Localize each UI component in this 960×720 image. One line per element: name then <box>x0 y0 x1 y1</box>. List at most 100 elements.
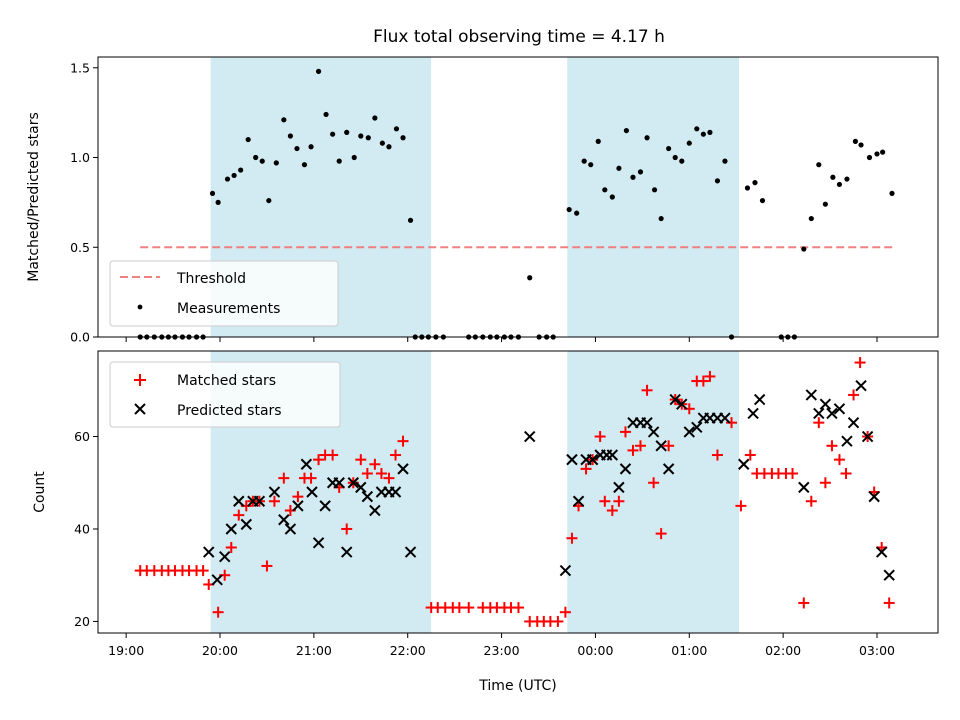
observing-window-shade <box>567 57 740 337</box>
predicted-star-point <box>855 379 867 392</box>
measurement-point <box>365 135 371 141</box>
measurement-point <box>231 172 237 179</box>
predicted-star-point <box>655 440 667 452</box>
predicted-star-point <box>753 393 766 406</box>
predicted-star-point <box>559 564 572 577</box>
matched-star-point <box>313 454 325 466</box>
matched-star-point <box>580 463 592 475</box>
predicted-star-point <box>841 435 853 447</box>
predicted-star-point <box>203 546 215 558</box>
predicted-star-point <box>819 398 832 410</box>
matched-star-point <box>697 375 709 387</box>
measurement-point <box>759 197 766 204</box>
predicted-star-point <box>747 407 759 420</box>
matched-star-point <box>599 495 611 507</box>
matched-star-point <box>341 523 353 535</box>
predicted-star-point <box>826 407 838 420</box>
predicted-star-point <box>805 389 818 401</box>
measurement-point <box>602 187 608 193</box>
measurement-point <box>407 217 414 223</box>
measurement-point <box>238 167 244 173</box>
measurement-point <box>752 180 758 186</box>
predicted-star-point <box>211 574 223 586</box>
matched-star-point <box>606 504 618 516</box>
measurement-point <box>836 181 843 188</box>
measurement-point <box>330 131 336 137</box>
legend-box <box>109 260 339 327</box>
x-tick-label: 23:00 <box>484 643 520 658</box>
x-tick-label: 03:00 <box>859 643 895 658</box>
measurement-point <box>694 126 700 132</box>
matched-star-point <box>840 468 852 480</box>
predicted-star-point <box>572 495 585 507</box>
matched-star-point <box>397 435 409 447</box>
matched-star-point <box>627 444 639 456</box>
predicted-star-point <box>613 481 625 494</box>
measurement-point <box>844 176 850 182</box>
measurement-point <box>637 169 644 175</box>
measurement-point <box>679 158 685 164</box>
measurement-point <box>616 165 622 171</box>
matched-star-point <box>463 602 475 614</box>
predicted-star-point <box>319 500 331 512</box>
matched-star-point <box>648 477 660 489</box>
matched-star-point <box>711 449 723 461</box>
matched-star-point <box>197 565 209 577</box>
predicted-star-point <box>278 514 290 526</box>
predicted-star-point <box>218 551 231 563</box>
measurement-point <box>224 176 231 182</box>
matched-star-point <box>383 472 395 484</box>
measurement-point <box>609 194 615 200</box>
matched-star-point <box>261 560 273 572</box>
predicted-star-point <box>341 546 353 558</box>
x-tick-label: 01:00 <box>671 643 707 658</box>
measurement-point <box>386 144 392 150</box>
observing-window-shade <box>567 351 740 633</box>
predicted-star-point <box>225 523 237 535</box>
matched-star-point <box>355 454 367 466</box>
measurement-point <box>700 131 706 137</box>
matched-star-point <box>292 491 304 503</box>
predicted-star-point <box>284 523 297 535</box>
measurement-point <box>581 158 587 164</box>
measurement-point <box>566 206 572 213</box>
matched-star-point <box>826 440 838 452</box>
measurement-point <box>672 154 678 161</box>
y-tick-label: 1.5 <box>70 60 90 75</box>
matched-star-point <box>813 417 825 429</box>
legend-matched-swatch <box>134 374 146 386</box>
predicted-star-point <box>833 403 846 415</box>
predicted-star-point <box>253 495 266 507</box>
measurement-point <box>281 117 287 123</box>
matched-star-point <box>613 495 625 507</box>
x-tick-label: 00:00 <box>577 643 613 658</box>
predicted-star-point <box>312 537 325 549</box>
predicted-star-point <box>524 430 536 443</box>
bottom-panel-frame <box>97 350 939 634</box>
measurement-point <box>400 135 406 141</box>
predicted-star-point <box>662 463 675 475</box>
top-panel-frame <box>97 56 939 338</box>
predicted-star-point <box>404 546 417 558</box>
measurement-point <box>801 246 807 252</box>
y-tick-label: 0.5 <box>70 240 90 255</box>
measurement-point <box>315 68 322 74</box>
measurement-point <box>707 129 713 135</box>
predicted-star-point <box>606 449 619 461</box>
matched-star-point <box>854 357 866 369</box>
predicted-star-point <box>369 504 381 517</box>
chart-title: Flux total observing time = 4.17 h <box>373 27 665 47</box>
predicted-star-point <box>355 481 367 494</box>
predicted-star-point <box>719 412 731 424</box>
legend-measurements-label: Measurements <box>177 301 280 317</box>
predicted-star-point <box>676 398 688 410</box>
measurement-point <box>880 149 886 155</box>
matched-star-point <box>655 528 667 540</box>
measurement-point <box>822 201 828 207</box>
top-legend: Threshold Measurements <box>109 260 339 327</box>
measurement-point <box>379 140 385 146</box>
y-tick-label: 60 <box>74 429 90 444</box>
measurement-point <box>358 133 364 139</box>
measurement-point <box>253 154 259 161</box>
